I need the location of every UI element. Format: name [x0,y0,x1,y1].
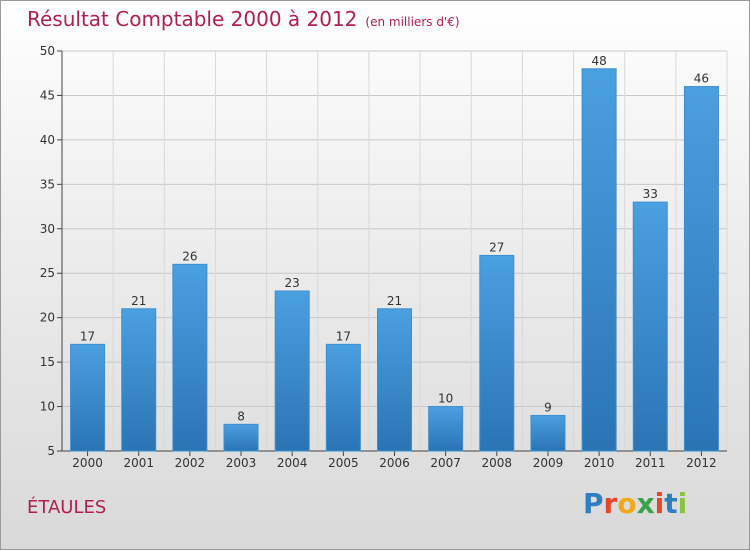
y-tick-label: 20 [40,311,55,325]
x-tick-label: 2004 [277,456,308,470]
x-tick-label: 2008 [482,456,513,470]
y-tick-label: 50 [40,44,55,58]
x-tick-label: 2001 [123,456,154,470]
logo-letter: x [636,487,655,520]
y-tick-label: 5 [47,444,55,458]
data-label-2004: 23 [285,276,300,290]
data-label-2007: 10 [438,392,453,406]
logo-letter: t [664,487,678,520]
x-tick-label: 2012 [686,456,717,470]
logo-letter: i [677,487,688,520]
data-label-2003: 8 [237,409,245,423]
y-tick-label: 40 [40,133,55,147]
bar-2001 [121,308,157,452]
x-tick-label: 2006 [379,456,410,470]
axes: 5 10 15 20 25 30 35 40 45 50 2000 2001 2002 2003 2004 2… [40,44,727,470]
y-tick-label: 35 [40,177,55,191]
y-tick-label: 25 [40,266,55,280]
x-tick-label: 2000 [72,456,103,470]
data-label-2001: 21 [131,294,146,308]
chart-title: Résultat Comptable 2000 à 2012 (en millie… [27,7,460,31]
bar-2010 [581,68,617,452]
bar-2006 [377,308,412,452]
x-tick-label: 2002 [175,456,206,470]
data-label-2008: 27 [489,240,504,254]
data-label-2000: 17 [80,329,95,343]
bar-2009 [530,414,566,452]
data-label-2002: 26 [182,249,197,263]
data-label-2005: 17 [336,329,351,343]
logo-letter: i [654,487,665,520]
logo-letter: P [583,487,604,520]
bar-2000 [70,343,106,452]
x-tick-label: 2010 [584,456,615,470]
data-label-2012: 46 [694,72,709,86]
x-tick-label: 2009 [533,456,564,470]
bar-2004 [274,290,310,452]
bar-2012 [683,86,719,452]
x-tick-label: 2005 [328,456,359,470]
bar-2011 [632,201,668,452]
data-label-2010: 48 [591,54,606,68]
bars: 17 21 26 8 23 17 21 10 27 9 48 33 46 [70,54,719,452]
data-label-2009: 9 [544,400,552,414]
logo-letter: r [603,487,618,520]
data-label-2006: 21 [387,294,402,308]
y-tick-label: 10 [40,400,55,414]
y-tick-label: 15 [40,355,55,369]
y-tick-label: 30 [40,222,55,236]
bar-2005 [325,343,361,452]
data-label-2011: 33 [643,187,658,201]
x-tick-label: 2003 [226,456,257,470]
proxiti-logo: Proxiti [583,487,687,520]
bar-2002 [172,263,208,452]
x-tick-label: 2007 [430,456,461,470]
bar-2008 [479,254,515,452]
chart-title-text: Résultat Comptable 2000 à 2012 [27,7,358,31]
y-tick-label: 45 [40,88,55,102]
chart-subtitle: (en milliers d'€) [365,15,460,29]
x-tick-label: 2011 [635,456,666,470]
commune-name: ÉTAULES [27,497,107,518]
bar-2003 [223,423,259,452]
bar-2007 [428,406,464,452]
logo-letter: o [617,487,637,520]
